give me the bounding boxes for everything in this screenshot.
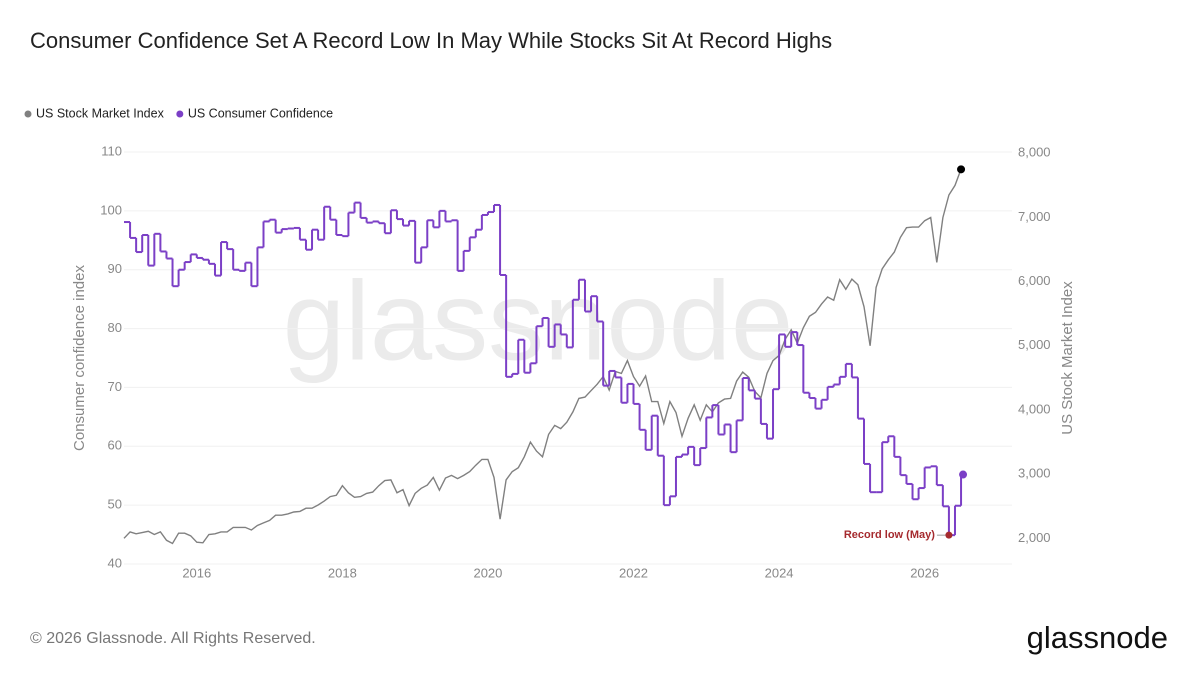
y2-tick-label: 5,000	[1018, 337, 1051, 352]
y2-tick-label: 3,000	[1018, 466, 1051, 481]
footer: © 2026 Glassnode. All Rights Reserved.	[30, 630, 316, 647]
logo: glassnode	[1027, 620, 1168, 655]
y-axis-label: Consumer confidence index	[71, 265, 88, 451]
watermark: glassnode	[283, 259, 794, 384]
legend-marker	[176, 110, 184, 118]
y-tick-label: 40	[108, 555, 122, 570]
last-point	[959, 470, 968, 479]
y-tick-label: 110	[101, 143, 122, 158]
x-tick-label: 2016	[182, 565, 211, 580]
y2-tick-label: 4,000	[1018, 401, 1051, 416]
x-tick-label: 2022	[619, 565, 648, 580]
stock-line	[123, 169, 962, 545]
x-tick-label: 2024	[765, 565, 794, 580]
y-tick-label: 60	[108, 438, 122, 453]
legend-marker	[24, 110, 32, 118]
last-point	[957, 165, 966, 174]
annotation-point	[945, 531, 953, 539]
y2-tick-label: 2,000	[1018, 530, 1051, 545]
y-tick-label: 70	[108, 379, 122, 394]
chart-title: Consumer Confidence Set A Record Low In …	[30, 28, 832, 53]
x-tick-label: 2020	[473, 565, 502, 580]
y-tick-label: 50	[108, 497, 122, 512]
y2-tick-label: 7,000	[1018, 209, 1051, 224]
y-tick-label: 90	[108, 261, 122, 276]
legend-label: US Consumer Confidence	[188, 106, 333, 120]
legend-label: US Stock Market Index	[36, 106, 165, 120]
y-tick-label: 100	[100, 202, 122, 217]
x-tick-label: 2018	[328, 565, 357, 580]
x-tick-label: 2026	[910, 565, 939, 580]
annotation-label: Record low (May)	[844, 529, 935, 541]
y2-axis-label: US Stock Market Index	[1059, 281, 1076, 435]
y-tick-label: 80	[108, 320, 122, 335]
y2-tick-label: 8,000	[1018, 145, 1051, 160]
y2-tick-label: 6,000	[1018, 273, 1051, 288]
